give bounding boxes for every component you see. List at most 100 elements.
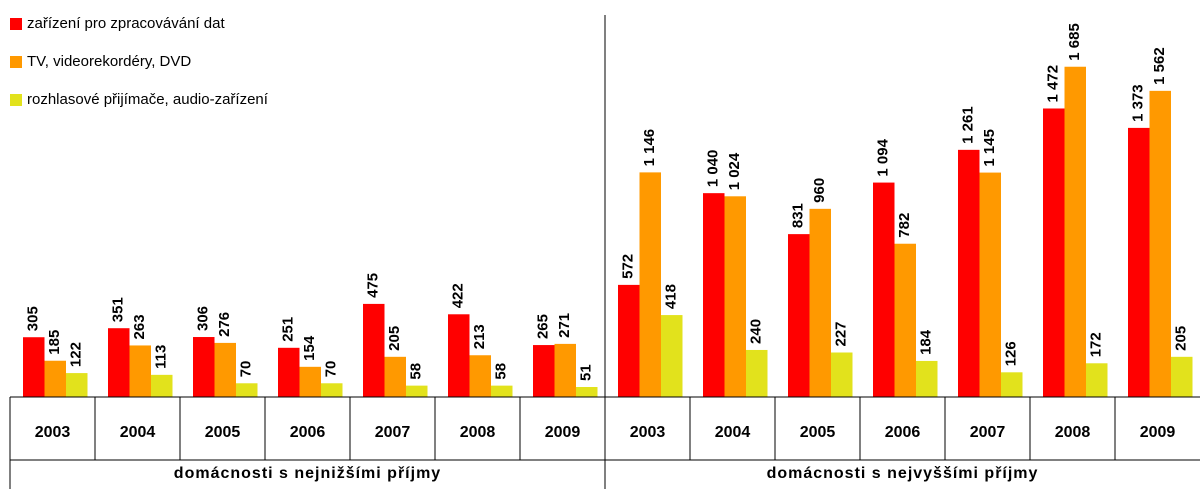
value-label: 276 [216, 312, 233, 337]
value-label: 205 [386, 326, 403, 351]
bar [236, 383, 258, 397]
bar [44, 360, 66, 397]
value-label: 126 [1003, 341, 1020, 366]
bar [873, 182, 895, 397]
value-label: 1 562 [1151, 47, 1168, 85]
bar [151, 374, 173, 397]
value-label: 240 [748, 319, 765, 344]
bar [979, 172, 1001, 397]
value-label: 213 [471, 324, 488, 349]
value-label: 782 [896, 213, 913, 238]
value-label: 185 [46, 330, 63, 355]
value-label: 265 [535, 314, 552, 339]
bar [214, 342, 236, 397]
value-label: 122 [68, 342, 85, 367]
value-label: 1 472 [1045, 65, 1062, 103]
value-label: 1 261 [960, 106, 977, 144]
value-label: 960 [811, 178, 828, 203]
x-tick-label: 2003 [35, 424, 71, 441]
bar [809, 208, 831, 397]
bar [1001, 372, 1023, 397]
bar [554, 343, 576, 397]
bar [746, 349, 768, 397]
value-label: 227 [833, 321, 850, 346]
group-label: domácnosti s nejvyššími příjmy [767, 465, 1039, 482]
bar [129, 345, 151, 397]
x-tick-label: 2009 [545, 424, 581, 441]
legend-swatch [10, 18, 22, 30]
legend-label: TV, videorekordéry, DVD [27, 53, 191, 70]
value-label: 58 [408, 363, 425, 380]
legend-swatch [10, 56, 22, 68]
value-label: 475 [365, 273, 382, 298]
bar [894, 243, 916, 397]
value-label: 70 [238, 361, 255, 378]
value-label: 271 [556, 313, 573, 338]
bar [661, 315, 683, 397]
value-label: 1 373 [1130, 84, 1147, 122]
bar [406, 385, 428, 397]
bar [363, 303, 385, 397]
x-tick-label: 2005 [205, 424, 241, 441]
bar [321, 383, 343, 397]
bar [448, 314, 470, 397]
x-tick-label: 2004 [120, 424, 156, 441]
x-tick-label: 2004 [715, 424, 751, 441]
x-tick-label: 2005 [800, 424, 836, 441]
value-label: 184 [918, 329, 935, 355]
x-tick-label: 2007 [375, 424, 411, 441]
value-label: 305 [25, 306, 42, 331]
value-label: 113 [153, 345, 170, 369]
bar [618, 284, 640, 397]
x-tick-label: 2008 [1055, 424, 1091, 441]
x-tick-label: 2009 [1140, 424, 1176, 441]
value-label: 172 [1088, 332, 1105, 357]
bar [1064, 66, 1086, 398]
bar [788, 234, 810, 397]
legend-label: rozhlasové přijímače, audio-zařízení [27, 91, 269, 108]
value-label: 1 685 [1066, 23, 1083, 61]
value-label: 154 [301, 335, 318, 361]
bar [66, 373, 88, 397]
bar [1171, 356, 1193, 397]
bar [491, 385, 513, 397]
bar [108, 328, 130, 397]
bar [533, 345, 555, 397]
value-label: 1 146 [641, 129, 658, 167]
bar [278, 347, 300, 397]
bar [1086, 363, 1108, 397]
x-tick-label: 2008 [460, 424, 496, 441]
x-tick-label: 2007 [970, 424, 1006, 441]
legend-swatch [10, 94, 22, 106]
value-label: 70 [323, 361, 340, 378]
bar [1149, 90, 1171, 398]
bar [831, 352, 853, 397]
value-label: 1 094 [875, 138, 892, 176]
bar [703, 193, 725, 397]
value-label: 251 [280, 317, 297, 342]
value-label: 351 [110, 297, 127, 322]
x-tick-label: 2006 [885, 424, 921, 441]
bar [916, 360, 938, 397]
value-label: 51 [578, 364, 595, 381]
value-label: 58 [493, 363, 510, 380]
bar [639, 172, 661, 397]
value-label: 572 [620, 254, 637, 279]
value-label: 306 [195, 306, 212, 331]
bar [1128, 127, 1150, 397]
x-tick-label: 2003 [630, 424, 666, 441]
value-label: 418 [663, 284, 680, 309]
value-label: 1 145 [981, 129, 998, 167]
x-tick-label: 2006 [290, 424, 326, 441]
value-label: 422 [450, 283, 467, 308]
bar [23, 337, 45, 397]
bar [193, 337, 215, 397]
value-label: 263 [131, 314, 148, 339]
bar [1043, 108, 1065, 397]
value-label: 1 024 [726, 152, 743, 190]
bar [958, 149, 980, 397]
bar [724, 196, 746, 397]
bar [469, 355, 491, 397]
value-label: 831 [790, 203, 807, 228]
